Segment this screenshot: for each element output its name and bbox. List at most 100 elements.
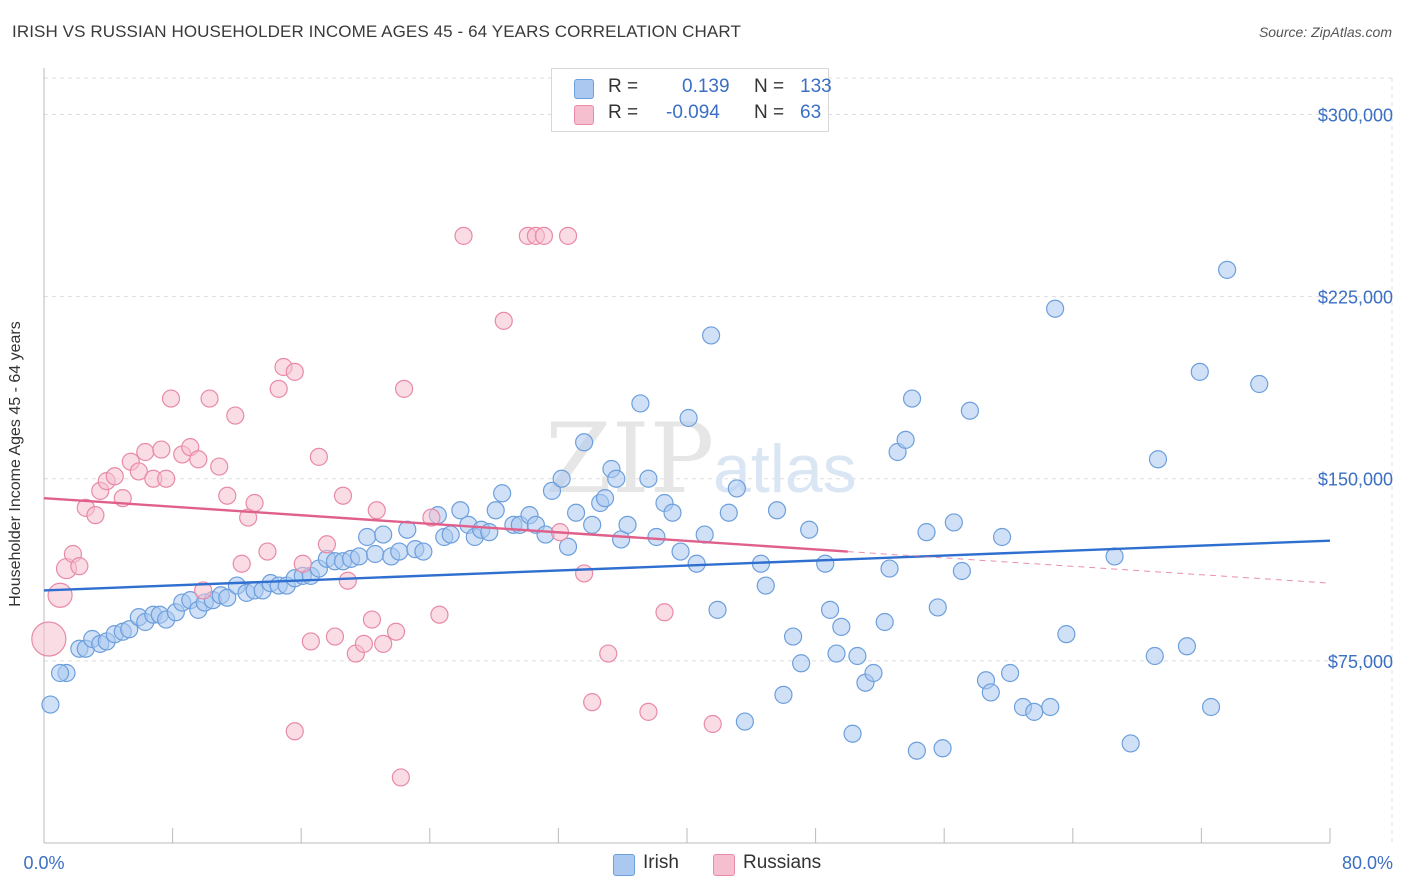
irish-point xyxy=(552,469,571,488)
irish-point xyxy=(832,617,851,636)
legend-row-irish: R = 0.139 N = 133 xyxy=(574,75,832,101)
irish-point xyxy=(566,503,586,522)
irish-point xyxy=(917,523,936,542)
russians-point xyxy=(285,722,304,741)
russians-point xyxy=(454,226,473,245)
irish-point xyxy=(1057,625,1076,644)
russians-legend-icon xyxy=(713,854,735,876)
irish-n-label: N = xyxy=(754,76,785,97)
russians-point xyxy=(86,506,105,525)
irish-point xyxy=(1105,547,1124,566)
irish-point xyxy=(679,408,698,428)
russians-point xyxy=(157,469,176,488)
irish-point xyxy=(358,527,377,547)
irish-point xyxy=(575,433,594,452)
irish-point xyxy=(607,469,626,488)
irish-legend-label: Irish xyxy=(643,852,679,873)
russians-trend-extension xyxy=(847,551,1331,584)
irish-point xyxy=(992,527,1012,547)
russians-point xyxy=(136,442,155,462)
irish-point xyxy=(50,663,70,683)
irish-point xyxy=(702,326,721,345)
russians-point xyxy=(31,621,67,657)
irish-point xyxy=(1190,362,1209,381)
irish-point xyxy=(756,576,775,595)
russians-point xyxy=(210,457,229,476)
russians-point xyxy=(245,493,264,513)
irish-point xyxy=(827,644,846,663)
irish-point xyxy=(1046,299,1065,318)
russians-point xyxy=(70,557,89,576)
irish-point xyxy=(774,685,793,704)
irish-point xyxy=(933,739,952,758)
irish-point xyxy=(1121,734,1140,753)
russians-point xyxy=(269,379,288,398)
irish-point xyxy=(1041,697,1060,717)
irish-point xyxy=(687,554,706,573)
russians-point xyxy=(386,622,406,641)
irish-point xyxy=(41,695,60,714)
irish-legend-icon xyxy=(613,854,635,876)
russians-swatch-icon xyxy=(574,105,594,125)
x-tick-label-max: 80.0% xyxy=(1342,853,1393,873)
russians-n-value: 63 xyxy=(800,102,822,123)
russians-point xyxy=(655,603,674,622)
russians-point xyxy=(232,554,251,573)
russians-point xyxy=(317,535,337,554)
irish-point xyxy=(618,515,637,534)
irish-point xyxy=(120,620,139,639)
russians-point xyxy=(47,582,73,608)
irish-point xyxy=(1148,450,1168,469)
irish-point xyxy=(558,537,578,556)
y-tick-label: $75,000 xyxy=(1328,652,1393,672)
russians-legend-label: Russians xyxy=(743,852,822,873)
irish-point xyxy=(767,501,787,520)
irish-point xyxy=(631,394,650,413)
irish-point xyxy=(902,389,922,408)
russians-point xyxy=(293,554,312,573)
russians-point xyxy=(534,226,554,245)
russians-point xyxy=(599,644,618,663)
correlation-legend: R = 0.139 N = 133 R = -0.094 N = 63 xyxy=(551,68,832,132)
russians-point xyxy=(639,702,658,721)
irish-point xyxy=(1201,697,1221,717)
russians-point xyxy=(189,450,208,469)
russians-point xyxy=(362,610,382,629)
y-axis-label: Householder Income Ages 45 - 64 years xyxy=(7,321,24,607)
irish-point xyxy=(843,724,862,743)
irish-point xyxy=(981,683,1000,702)
russians-point xyxy=(226,406,245,425)
irish-point xyxy=(944,513,963,532)
irish-point xyxy=(639,469,658,488)
irish-point xyxy=(907,741,926,760)
legend-row-russians: R = -0.094 N = 63 xyxy=(574,101,821,127)
russians-point xyxy=(258,542,277,561)
irish-point xyxy=(960,401,980,420)
irish-point xyxy=(486,501,505,520)
irish-point xyxy=(595,489,615,508)
irish-point xyxy=(1250,374,1269,394)
irish-point xyxy=(708,600,727,619)
irish-point xyxy=(952,561,971,581)
irish-point xyxy=(735,712,754,731)
irish-point xyxy=(349,547,369,566)
irish-swatch-icon xyxy=(574,79,594,99)
y-tick-label: $300,000 xyxy=(1318,105,1393,125)
russians-point xyxy=(367,501,386,520)
russians-point xyxy=(333,486,353,505)
russians-point xyxy=(309,447,328,466)
irish-point xyxy=(542,481,562,500)
russians-point xyxy=(218,486,237,505)
irish-point xyxy=(1177,637,1197,656)
irish-point xyxy=(414,542,433,561)
russians-point xyxy=(558,226,578,245)
irish-point xyxy=(663,503,682,522)
russians-point xyxy=(338,571,357,590)
russians-point xyxy=(194,581,213,600)
y-tick-label: $225,000 xyxy=(1318,288,1393,308)
russians-point xyxy=(494,311,513,330)
irish-point xyxy=(493,484,512,503)
irish-point xyxy=(727,479,746,498)
russians-point xyxy=(301,632,320,651)
